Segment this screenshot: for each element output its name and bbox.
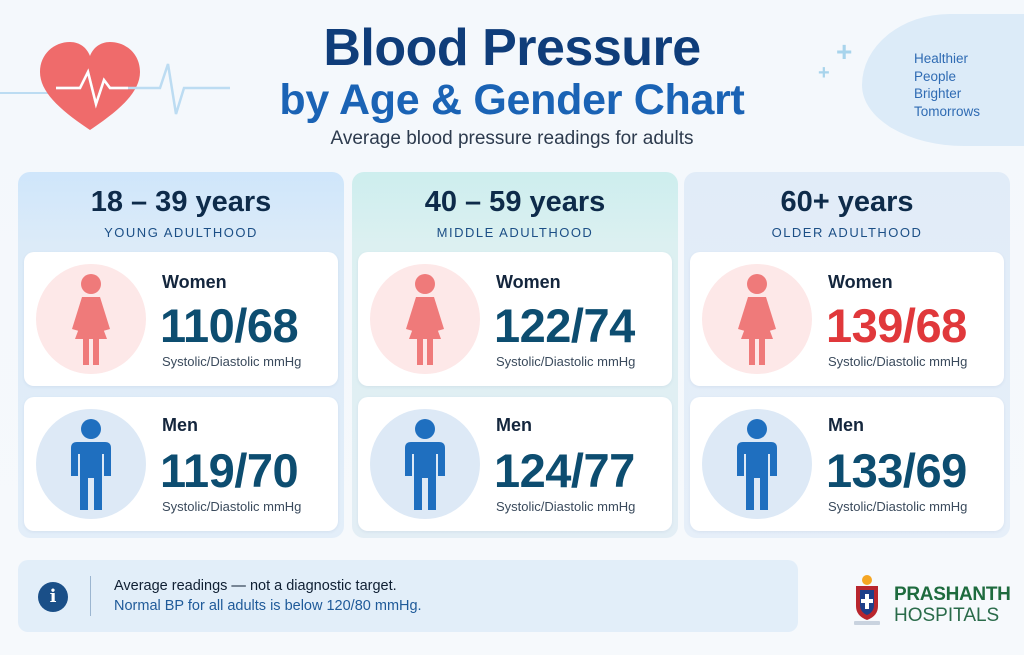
gender-label: Men [828,415,864,435]
brand-subname: HOSPITALS [894,605,1000,626]
bp-unit: Systolic/Diastolic mmHg [496,499,636,514]
age-group-older: 60+ years OLDER ADULTHOOD Women 139/68 S… [684,172,1010,538]
woman-figure-icon [370,264,480,374]
divider [90,576,91,616]
bp-reading: 124/77 [494,444,635,497]
page-subtitle: Average blood pressure readings for adul… [330,128,694,149]
bp-reading: 119/70 [160,444,299,497]
man-figure-icon [370,409,480,519]
women-card: Women 139/68 Systolic/Diastolic mmHg [690,252,1004,386]
note-line1: Average readings — not a diagnostic targ… [114,578,397,594]
tagline-line: People [914,68,957,84]
age-range: 60+ years [780,186,914,218]
page-title-line2: by Age & Gender Chart [279,76,745,124]
gender-label: Men [496,415,532,435]
bp-unit: Systolic/Diastolic mmHg [162,499,302,514]
man-figure-icon [36,409,146,519]
plus-decoration-icon: + [836,36,853,67]
bp-unit: Systolic/Diastolic mmHg [162,354,302,369]
tagline-line: Brighter [914,86,962,101]
men-card: Men 133/69 Systolic/Diastolic mmHg [690,397,1004,531]
age-range: 40 – 59 years [424,186,606,218]
bp-unit: Systolic/Diastolic mmHg [828,354,968,369]
age-group-middle: 40 – 59 years MIDDLE ADULTHOOD Women 122… [352,172,678,538]
hospital-logo-icon [854,575,880,625]
tagline: Healthier People Brighter Tomorrows [914,50,980,120]
women-card: Women 110/68 Systolic/Diastolic mmHg [24,252,338,386]
women-card: Women 122/74 Systolic/Diastolic mmHg [358,252,672,386]
info-icon: i [38,582,68,612]
gender-label: Women [162,272,227,292]
gender-label: Women [496,272,561,292]
bp-unit: Systolic/Diastolic mmHg [828,499,968,514]
woman-figure-icon [702,264,812,374]
age-range: 18 – 39 years [90,186,272,218]
bp-reading: 139/68 [826,299,967,352]
tagline-line: Tomorrows [914,103,981,119]
note-line2: Normal BP for all adults is below 120/80… [114,598,422,614]
tagline-blob [862,14,1024,146]
bp-reading: 122/74 [494,299,635,352]
brand-name: PRASHANTH [894,584,1011,605]
life-stage: YOUNG ADULTHOOD [104,225,258,240]
bp-reading: 110/68 [160,299,299,352]
age-group-young: 18 – 39 years YOUNG ADULTHOOD Women 110/… [18,172,344,538]
life-stage: MIDDLE ADULTHOOD [436,225,594,240]
life-stage: OLDER ADULTHOOD [771,225,923,240]
bp-reading: 133/69 [826,444,967,497]
gender-label: Men [162,415,198,435]
page-title: Blood Pressure [323,19,701,77]
disclaimer-note: i Average readings — not a diagnostic ta… [18,560,798,632]
men-card: Men 124/77 Systolic/Diastolic mmHg [358,397,672,531]
plus-decoration-icon: + [818,62,830,84]
bp-unit: Systolic/Diastolic mmHg [496,354,636,369]
gender-label: Women [828,272,893,292]
men-card: Men 119/70 Systolic/Diastolic mmHg [24,397,338,531]
tagline-line: Healthier [914,51,969,66]
woman-figure-icon [36,264,146,374]
man-figure-icon [702,409,812,519]
heart-pulse-icon [0,42,230,130]
